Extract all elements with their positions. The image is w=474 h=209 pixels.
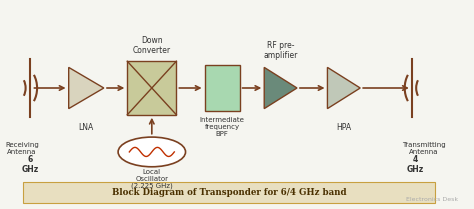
Text: Local
Oscillator
(2.225 GHz): Local Oscillator (2.225 GHz) [131, 169, 173, 189]
Polygon shape [69, 67, 104, 109]
Text: Block Diagram of Transponder for 6/4 GHz band: Block Diagram of Transponder for 6/4 GHz… [112, 188, 346, 197]
Text: Electronics Desk: Electronics Desk [406, 198, 458, 203]
Text: Receiving
Antenna: Receiving Antenna [5, 142, 39, 155]
FancyBboxPatch shape [204, 65, 240, 111]
Text: Transmitting
Antenna: Transmitting Antenna [401, 142, 445, 155]
Text: Intermediate
frequency
BPF: Intermediate frequency BPF [200, 117, 245, 137]
Circle shape [118, 137, 185, 167]
Text: RF pre-
amplifier: RF pre- amplifier [264, 41, 298, 60]
FancyBboxPatch shape [23, 182, 435, 204]
Text: 4
GHz: 4 GHz [407, 155, 424, 175]
Text: LNA: LNA [79, 123, 94, 132]
Text: Down
Converter: Down Converter [133, 36, 171, 55]
FancyBboxPatch shape [127, 61, 176, 115]
Text: 6
GHz: 6 GHz [21, 155, 39, 175]
Polygon shape [264, 67, 297, 109]
Polygon shape [328, 67, 360, 109]
Text: HPA: HPA [336, 123, 351, 132]
